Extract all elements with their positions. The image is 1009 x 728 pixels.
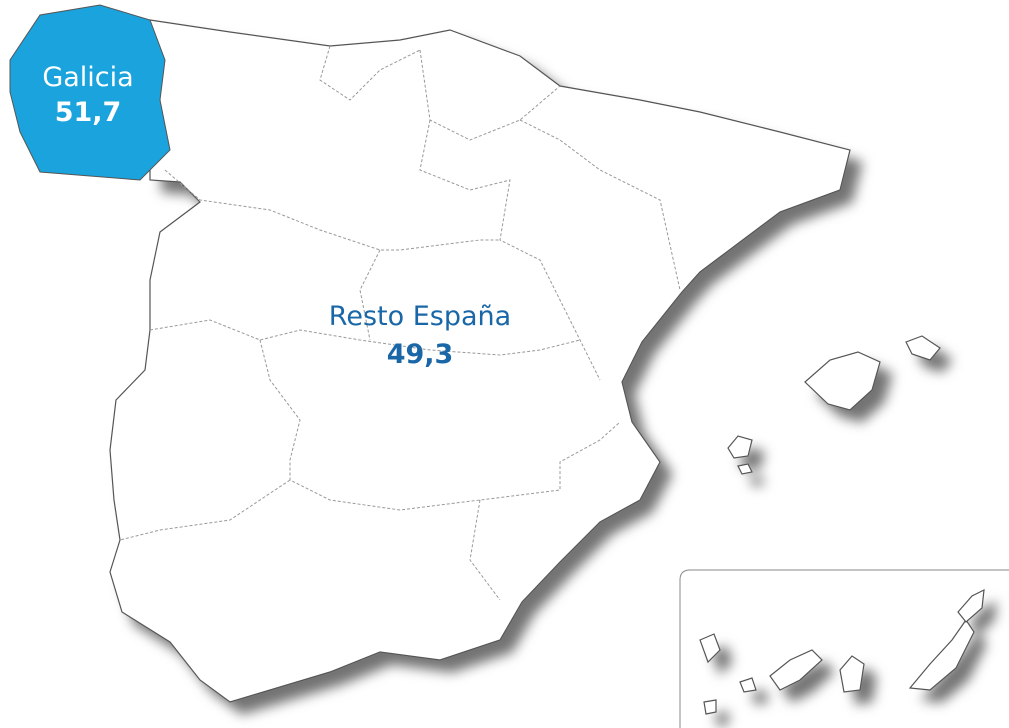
menorca	[905, 335, 941, 361]
region-name: Resto España	[329, 301, 511, 332]
la-palma	[699, 633, 721, 664]
fuerteventura	[908, 618, 975, 691]
region-value: 49,3	[387, 339, 454, 370]
ibiza	[727, 435, 753, 459]
galicia	[9, 4, 171, 181]
tenerife	[769, 649, 823, 691]
region-borders	[119, 45, 681, 601]
region-name: Galicia	[42, 62, 133, 93]
mallorca	[804, 351, 881, 411]
formentera	[737, 463, 753, 475]
mainland	[109, 19, 851, 703]
el-hierro	[703, 699, 717, 715]
canarias-inset	[679, 569, 1009, 728]
gran-canaria	[839, 655, 865, 693]
region-value: 51,7	[55, 97, 122, 128]
lanzarote	[957, 588, 985, 623]
landmass	[109, 19, 985, 715]
la-gomera	[739, 677, 757, 693]
